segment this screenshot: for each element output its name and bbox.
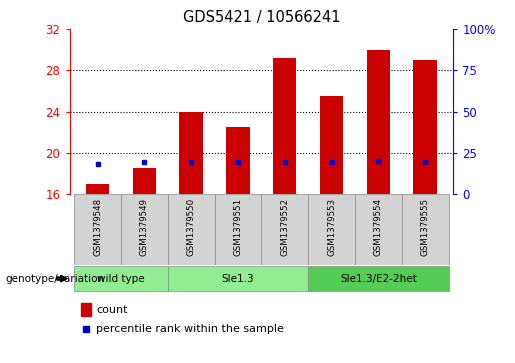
Bar — [226, 127, 250, 194]
Text: Sle1.3: Sle1.3 — [221, 274, 254, 284]
Bar — [273, 58, 297, 194]
Text: Sle1.3/E2-2het: Sle1.3/E2-2het — [340, 274, 417, 284]
Bar — [367, 50, 390, 194]
Text: GSM1379548: GSM1379548 — [93, 198, 102, 256]
Text: GSM1379549: GSM1379549 — [140, 198, 149, 256]
Bar — [168, 194, 215, 265]
Bar — [74, 194, 121, 265]
Text: GSM1379553: GSM1379553 — [327, 198, 336, 256]
Bar — [261, 194, 308, 265]
Text: GSM1379550: GSM1379550 — [186, 198, 196, 256]
Bar — [168, 266, 308, 291]
Bar — [308, 266, 449, 291]
Bar — [320, 96, 343, 194]
Bar — [355, 194, 402, 265]
Text: GSM1379552: GSM1379552 — [280, 198, 289, 256]
Text: percentile rank within the sample: percentile rank within the sample — [96, 324, 284, 334]
Text: GSM1379554: GSM1379554 — [374, 198, 383, 256]
Bar — [402, 194, 449, 265]
Text: GSM1379555: GSM1379555 — [421, 198, 430, 256]
Bar — [86, 184, 109, 194]
Bar — [121, 194, 168, 265]
Bar — [180, 111, 203, 194]
Text: count: count — [96, 305, 128, 315]
Bar — [215, 194, 261, 265]
Text: genotype/variation: genotype/variation — [5, 274, 104, 284]
Text: GSM1379551: GSM1379551 — [233, 198, 243, 256]
Bar — [133, 168, 156, 194]
Bar — [81, 303, 91, 316]
Bar — [414, 60, 437, 194]
Bar — [74, 266, 168, 291]
Bar — [308, 194, 355, 265]
Title: GDS5421 / 10566241: GDS5421 / 10566241 — [183, 10, 340, 25]
Text: wild type: wild type — [97, 274, 145, 284]
